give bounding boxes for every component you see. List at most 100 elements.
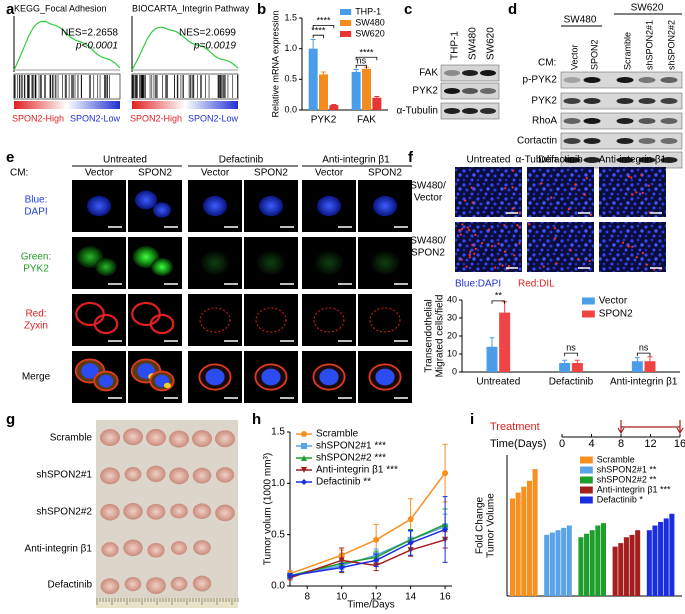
dil-cell: [467, 229, 471, 232]
bar: [578, 537, 584, 596]
blot-band: [480, 88, 496, 94]
sig-bracket: [491, 300, 506, 304]
row-label: PYK2: [23, 264, 49, 275]
row-label: Merge: [22, 372, 51, 383]
cm-column-label: SPON2: [368, 168, 402, 179]
tumor: [169, 430, 189, 448]
zyxin-signal: [313, 307, 345, 333]
pyk2-signal: [370, 251, 400, 275]
y-axis-label: Tumor Volume: [486, 493, 497, 558]
dil-cell: [469, 250, 472, 253]
blot-row-label: RhoA: [532, 116, 557, 127]
sig-bracket: [355, 64, 367, 69]
legend-label: shSPON2#2 **: [597, 474, 657, 484]
dil-cell: [621, 241, 625, 244]
error-bar: [574, 359, 580, 367]
dil-cell: [460, 227, 464, 231]
dil-cell: [460, 258, 463, 261]
blot-band: [444, 70, 460, 76]
zyxin-signal: [369, 307, 401, 333]
zyxin-signal: [199, 307, 231, 333]
marker: [301, 443, 307, 449]
dil-cell: [511, 207, 514, 210]
blot-band: [616, 98, 634, 104]
nucleus: [153, 202, 171, 218]
tumor: [170, 576, 188, 591]
dil-cell: [542, 265, 545, 268]
marker: [407, 539, 414, 546]
zyxin-signal: [93, 313, 119, 335]
time-tick-label: 12: [644, 438, 656, 450]
micrograph: [128, 294, 182, 346]
legend-label: THP-1: [355, 6, 381, 16]
time-tick-label: 4: [588, 438, 594, 450]
y-tick-label: 20: [447, 330, 457, 340]
x-tick-label: Defactinib: [549, 377, 594, 388]
group-label: SW480: [564, 15, 597, 26]
y-tick-label: 0.5: [271, 529, 285, 540]
blot-band: [444, 88, 460, 94]
marker: [442, 526, 449, 533]
panel-label: h: [252, 411, 261, 428]
nucleus: [373, 195, 397, 217]
tumor: [192, 503, 212, 519]
marker: [301, 479, 307, 485]
pyk2-signal: [132, 246, 160, 268]
blot-band: [583, 138, 601, 144]
micrograph: [599, 167, 666, 217]
sig-label: ****: [311, 26, 326, 36]
nucleus: [135, 190, 157, 210]
dil-cell: [512, 169, 515, 172]
x-tick-label: 16: [440, 592, 452, 603]
tumor: [100, 467, 120, 485]
dil-cell: [465, 265, 468, 268]
y-axis-label: Fold Change: [475, 496, 486, 554]
dil-cell: [583, 193, 586, 196]
enrichment-curve: [131, 26, 239, 71]
row-label: SPON2: [411, 248, 445, 259]
nucleus: [203, 195, 227, 217]
micrograph: [358, 294, 412, 346]
x-tick-label: 14: [405, 592, 417, 603]
sig-bracket: [312, 34, 324, 39]
group-label: Anti-integrin β1: [25, 544, 93, 555]
rank-colorbar: [132, 101, 238, 109]
dil-cell: [503, 224, 506, 227]
y-tick-label: 0.0: [284, 104, 297, 114]
blot-band: [660, 98, 678, 104]
bar: [526, 480, 532, 596]
error-bar: [374, 96, 380, 100]
marker: [301, 467, 307, 473]
bar: [571, 363, 583, 372]
dil-cell: [528, 223, 531, 226]
cm-column-label: SPON2: [138, 168, 172, 179]
x-tick-label: 10: [336, 592, 348, 603]
hits-frame: [13, 73, 121, 100]
dil-cell: [518, 211, 521, 214]
error-bar: [562, 359, 568, 367]
dil-cell: [501, 264, 504, 267]
y-tick-label: 30: [447, 312, 457, 322]
legend-label: shSPON2#2 ***: [316, 453, 386, 464]
dil-cell: [576, 258, 580, 261]
panel-label: i: [470, 411, 474, 428]
y-tick-label: 0.0: [271, 581, 285, 592]
y-axis-label: Tumor volum (1000 mm³): [263, 453, 274, 565]
dil-cell: [511, 186, 514, 189]
gsea-title: KEGG_Focal Adhesion: [14, 3, 107, 13]
row-label: Green:: [21, 252, 52, 263]
panel-label: e: [6, 149, 14, 166]
legend-label: SPON2: [599, 309, 633, 320]
bar: [559, 363, 571, 372]
dil-cell: [498, 258, 501, 261]
micrograph: [455, 167, 522, 217]
marker: [442, 470, 449, 477]
dil-cell: [504, 187, 507, 190]
dil-cell: [627, 245, 630, 248]
tumor: [192, 575, 212, 592]
bar: [612, 546, 618, 596]
legend-label: SW480: [355, 17, 385, 27]
dil-cell: [553, 227, 557, 230]
tumor: [170, 503, 188, 519]
